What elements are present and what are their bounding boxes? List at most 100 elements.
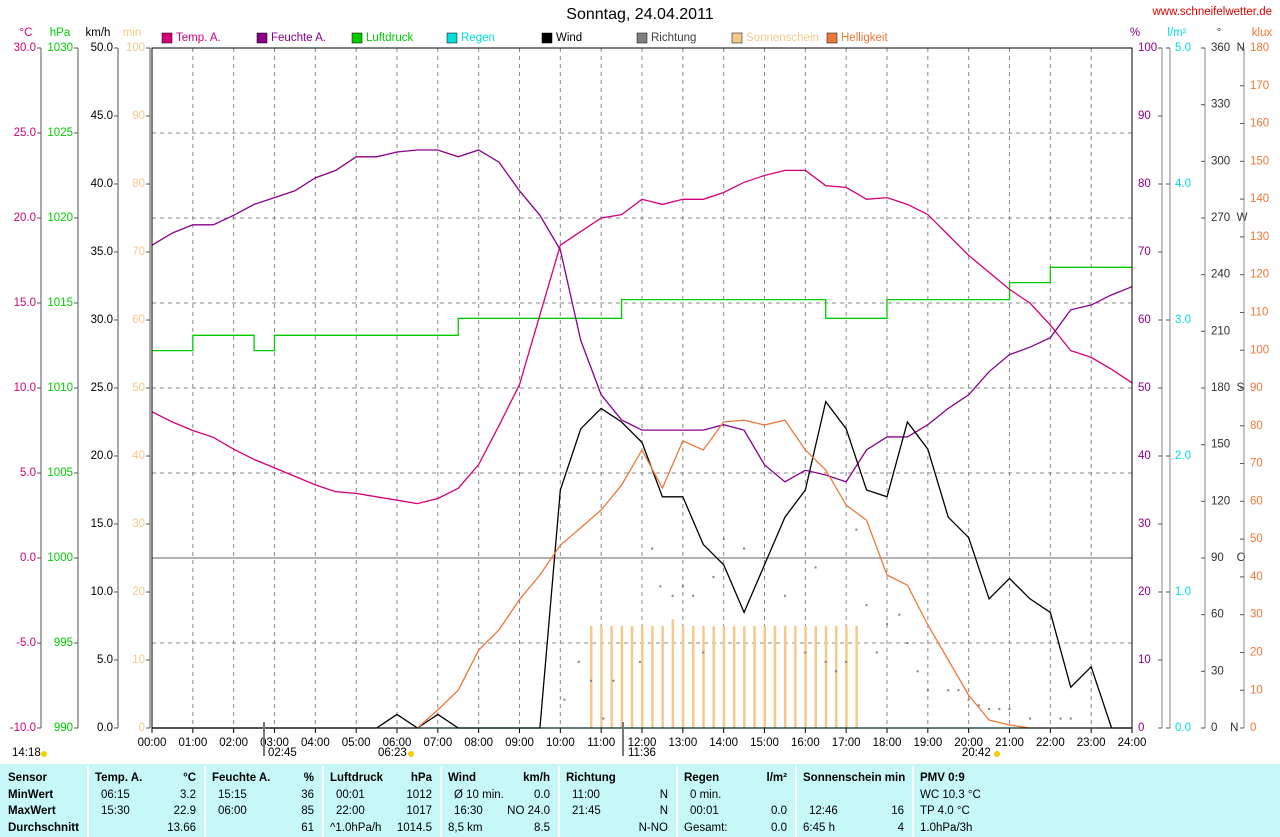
annotation: 20:42	[962, 747, 991, 759]
y-tick-label: 30.0	[91, 314, 113, 326]
table-header: PMV 0:9	[920, 772, 965, 784]
table-row-label: MaxWert	[8, 805, 56, 817]
direction-dot	[702, 651, 705, 654]
sunshine-bar	[794, 626, 797, 728]
x-tick-label: 11:00	[587, 737, 615, 749]
table-cell: 15:15	[218, 789, 247, 801]
y-tick-label: 20	[132, 586, 145, 598]
direction-dot	[916, 670, 919, 673]
sunshine-bar	[671, 619, 675, 728]
table-header-unit: hPa	[411, 772, 433, 784]
source-link[interactable]: www.schneifelwetter.de	[1151, 6, 1272, 18]
table-header-unit: l/m²	[767, 772, 788, 784]
y-tick-label: 1025	[47, 127, 73, 139]
y-tick-label: 60	[132, 314, 145, 326]
table-header: Luftdruck	[330, 772, 384, 784]
table-header-unit: km/h	[523, 772, 550, 784]
table-cell: 11:00	[572, 789, 600, 801]
y-axis-unit: min	[123, 27, 142, 39]
series-line	[151, 149, 1133, 483]
y-tick-label: 20	[1250, 646, 1263, 658]
y-tick-label: 160	[1250, 118, 1269, 130]
y-tick-label: 140	[1250, 193, 1269, 205]
legend-swatch	[541, 32, 553, 44]
x-tick-label: 19:00	[913, 737, 942, 749]
sun-icon	[41, 751, 47, 757]
x-tick-label: 03:00	[260, 737, 289, 749]
direction-dot	[926, 689, 929, 692]
y-tick-label: 180	[1250, 42, 1269, 54]
direction-dot	[906, 642, 909, 644]
x-tick-label: 08:00	[464, 737, 493, 749]
table-cell: 1017	[406, 805, 432, 817]
direction-dot	[681, 585, 684, 588]
direction-dot	[1069, 717, 1072, 720]
y-tick-label: 70	[1138, 246, 1151, 258]
sunshine-bar	[845, 626, 848, 728]
y-axis-unit: °	[1217, 27, 1222, 39]
y-tick-label: 1.0	[1175, 586, 1191, 598]
x-tick-label: 20:00	[954, 737, 983, 749]
y-tick-label: 150	[1250, 155, 1269, 167]
x-tick-label: 23:00	[1077, 737, 1106, 749]
direction-dot	[1059, 717, 1062, 720]
sunshine-bar	[630, 626, 634, 728]
y-tick-label: 40	[132, 450, 145, 462]
y-tick-label: 10	[132, 654, 145, 666]
table-cell: WC 10.3 °C	[920, 789, 981, 801]
y-tick-label: 0.0	[97, 722, 113, 734]
y-axis-unit: hPa	[50, 27, 71, 39]
y-axis-unit: °C	[20, 27, 33, 39]
table-cell: 13.66	[167, 822, 196, 834]
y-tick-label: 1000	[47, 552, 73, 564]
sunshine-bar	[732, 626, 736, 728]
sunshine-bar	[681, 626, 685, 728]
table-header: Feuchte A.	[212, 772, 270, 784]
y-axis-unit: l/m²	[1167, 27, 1186, 39]
sunshine-bar	[651, 626, 654, 728]
table-cell: 1012	[406, 789, 432, 801]
y-tick-label: 5.0	[20, 467, 36, 479]
x-tick-label: 02:00	[219, 737, 248, 749]
table-cell: 85	[301, 805, 314, 817]
direction-dot	[651, 547, 654, 550]
legend-label: Sonnenschein	[746, 32, 819, 44]
x-tick-label: 18:00	[873, 737, 902, 749]
direction-dot	[671, 594, 674, 597]
table-row-label: Durchschnitt	[8, 822, 79, 834]
table-header-unit: %	[304, 772, 314, 784]
table-cell: 0.0	[771, 805, 787, 817]
direction-dot	[957, 689, 960, 692]
table-cell: 6:45 h	[803, 822, 835, 834]
legend-label: Temp. A.	[176, 32, 221, 44]
x-tick-label: 04:00	[301, 737, 330, 749]
table-header: Sonnenschein min	[803, 772, 905, 784]
table-cell: TP 4.0 °C	[920, 805, 970, 817]
y-tick-label: 10.0	[91, 586, 113, 598]
y-tick-label: 120	[1250, 269, 1269, 281]
y-tick-label: 40	[1138, 450, 1151, 462]
table-cell: ^1.0hPa/h	[330, 822, 381, 834]
legend-swatch	[636, 32, 648, 44]
table-cell: 8.5	[534, 822, 550, 834]
y-tick-label: 130	[1250, 231, 1269, 243]
direction-dot	[865, 604, 868, 607]
table-cell: N	[660, 805, 668, 817]
sunshine-bar	[641, 626, 644, 728]
table-header: Regen	[684, 772, 719, 784]
y-tick-label: 110	[1250, 306, 1268, 318]
direction-dot	[824, 660, 827, 663]
y-tick-label: 10	[1138, 654, 1151, 666]
x-tick-label: 05:00	[342, 737, 371, 749]
legend-swatch	[351, 32, 363, 44]
y-tick-label: 30	[1138, 518, 1151, 530]
direction-dot	[589, 679, 592, 682]
table-cell: 0.0	[771, 822, 787, 834]
x-tick-label: 12:00	[628, 737, 657, 749]
direction-dot	[855, 528, 858, 531]
direction-dot	[692, 594, 695, 597]
y-tick-label: 45.0	[91, 110, 113, 122]
direction-dot	[638, 660, 641, 663]
annotation: 11:36	[628, 747, 656, 759]
